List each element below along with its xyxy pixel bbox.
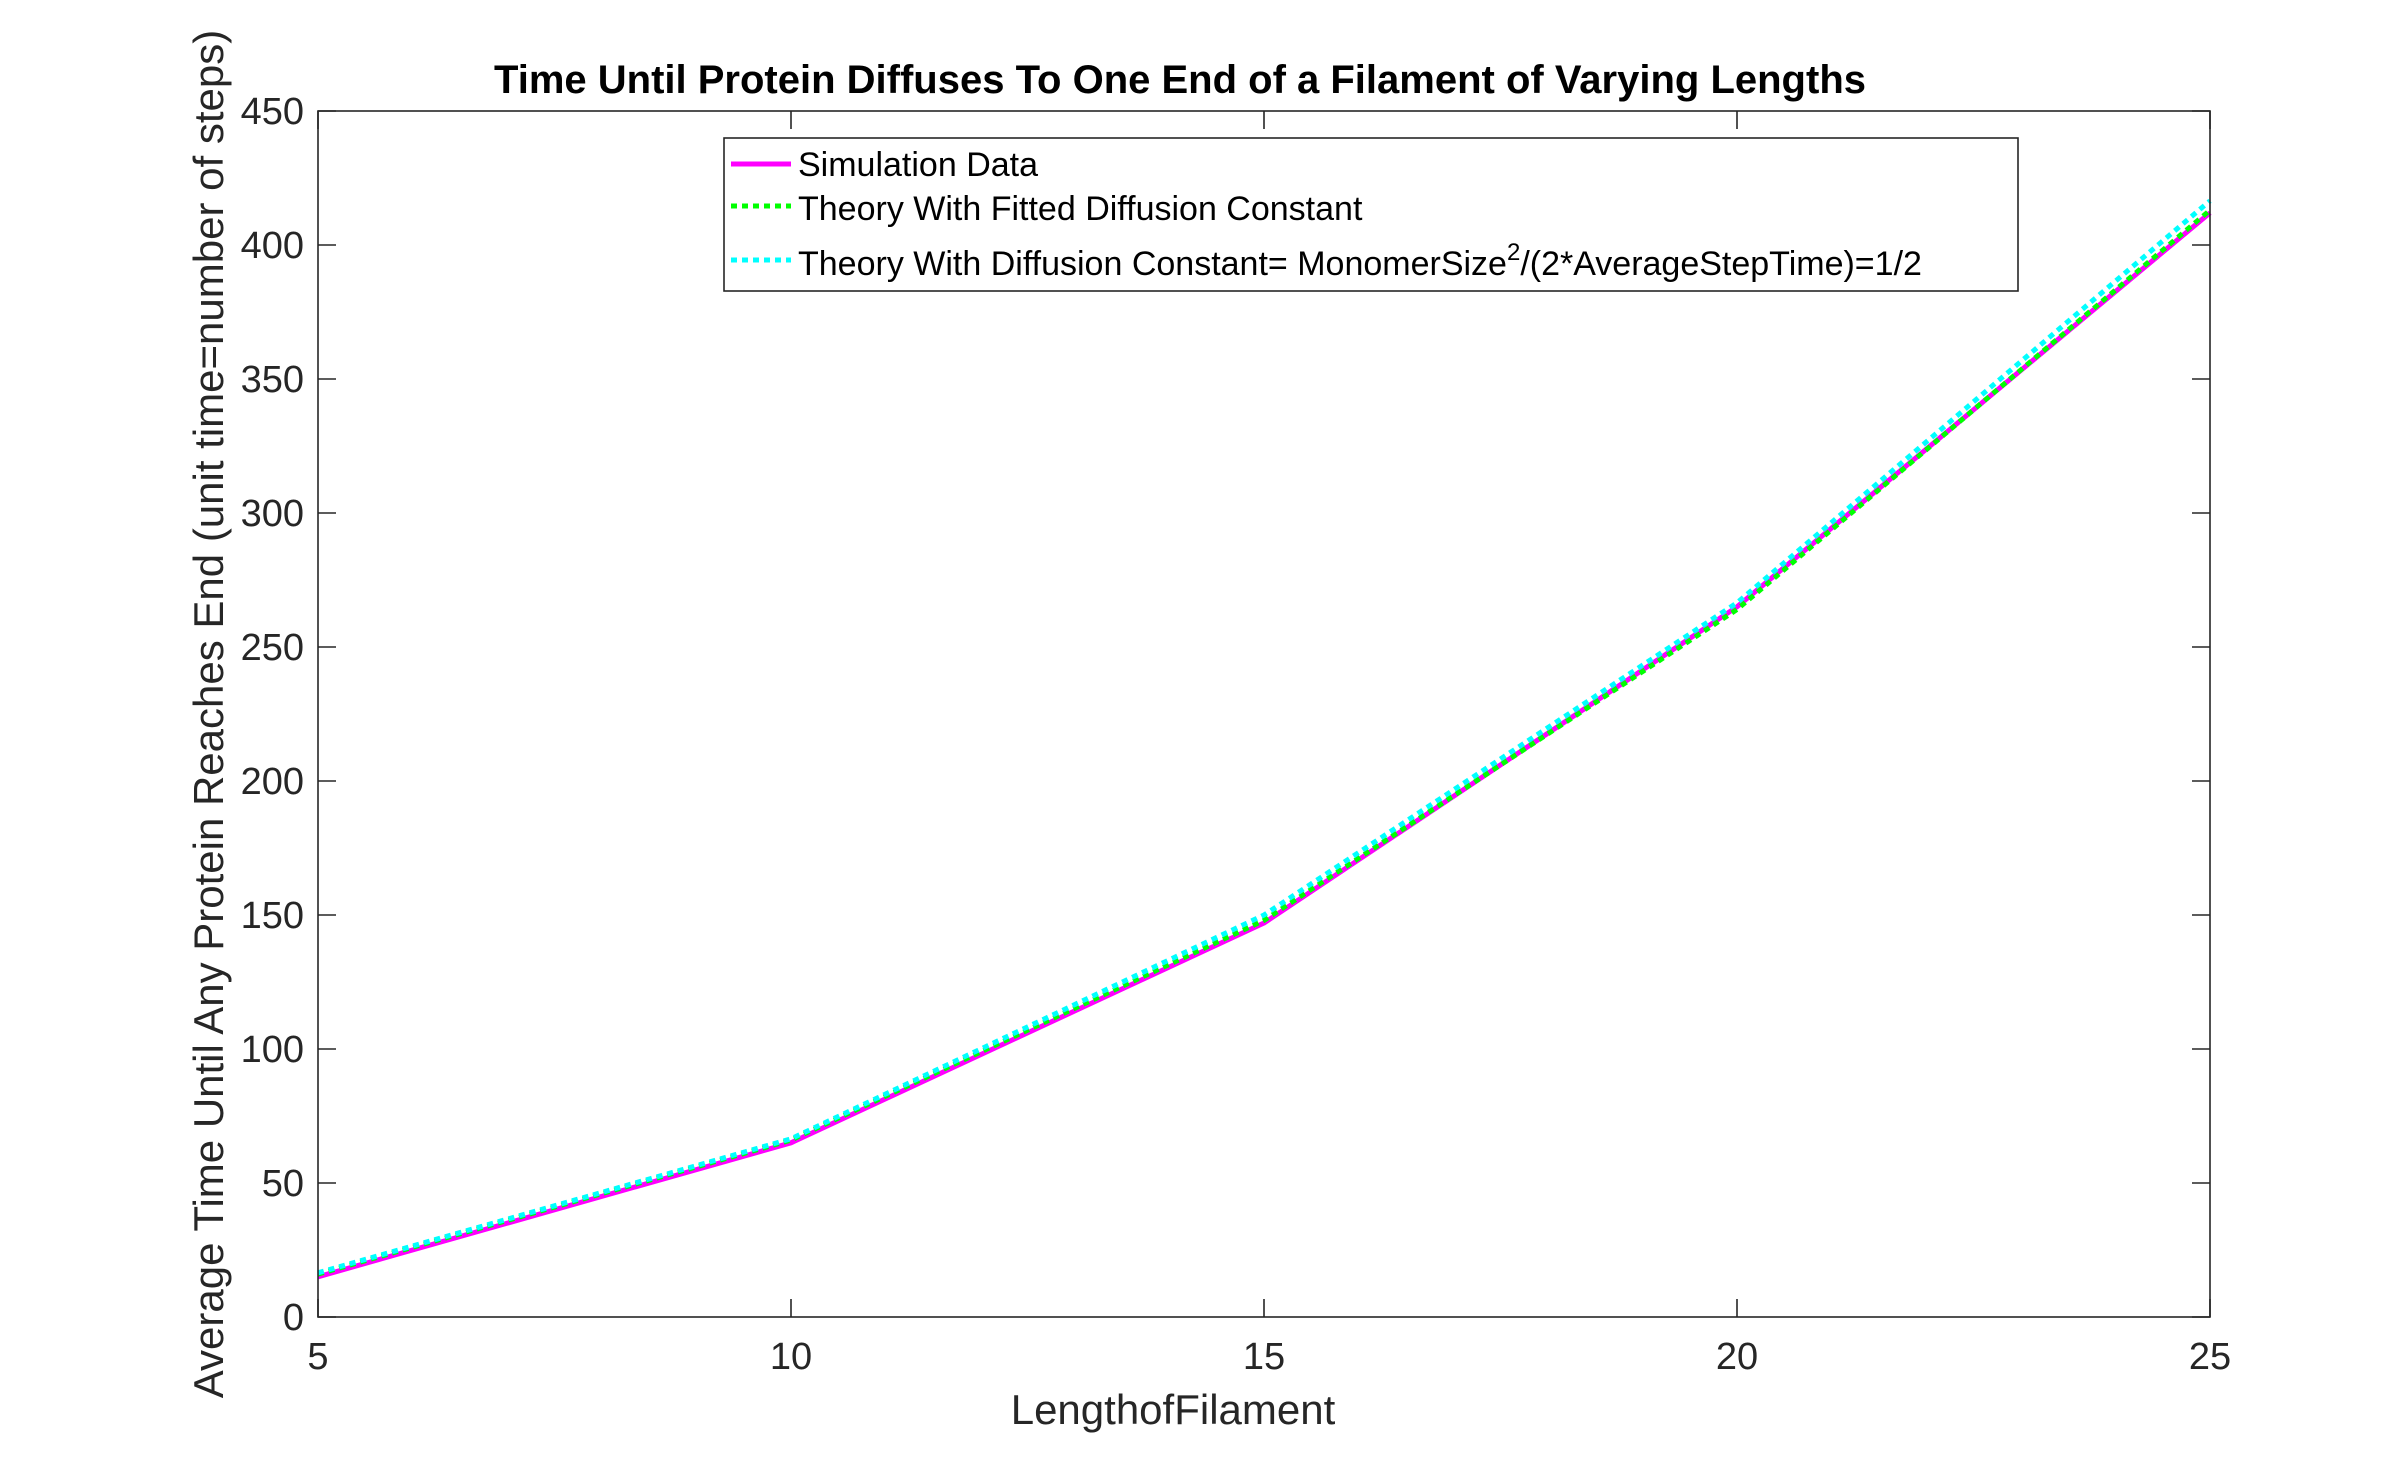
series-line-theory-fitted xyxy=(317,208,2212,1277)
x-tick-label: 20 xyxy=(1716,1336,1758,1378)
x-tick-label: 15 xyxy=(1243,1336,1285,1378)
y-axis-label: Average Time Until Any Protein Reaches E… xyxy=(185,30,232,1398)
y-tick-label: 450 xyxy=(241,91,304,133)
axes-box xyxy=(317,110,2211,1318)
chart-title: Time Until Protein Diffuses To One End o… xyxy=(494,58,1866,102)
x-tick-label: 10 xyxy=(770,1336,812,1378)
legend-label-theory-fitted: Theory With Fitted Diffusion Constant xyxy=(798,190,1363,228)
x-tick-label: 25 xyxy=(2189,1336,2231,1378)
series-line-theory-constant xyxy=(317,198,2212,1276)
y-tick-label: 250 xyxy=(241,627,304,669)
x-tick-label: 5 xyxy=(307,1336,328,1378)
y-tick-labels: 0 50 100 150 200 250 300 350 400 450 xyxy=(241,91,304,1339)
y-tick-label: 150 xyxy=(241,895,304,937)
y-tick-label: 350 xyxy=(241,359,304,401)
x-axis-label: LengthofFilament xyxy=(1011,1386,1336,1433)
x-tick-labels: 5 10 15 20 25 xyxy=(307,1336,2231,1378)
axes-background xyxy=(318,111,2210,1317)
y-tick-label: 400 xyxy=(241,225,304,267)
legend: Simulation Data Theory With Fitted Diffu… xyxy=(723,137,2019,292)
series-layer xyxy=(317,198,2212,1280)
legend-label-simulation-data: Simulation Data xyxy=(798,146,1038,184)
y-tick-label: 200 xyxy=(241,761,304,803)
legend-box xyxy=(723,137,2019,292)
y-tick-label: 300 xyxy=(241,493,304,535)
y-tick-label: 50 xyxy=(262,1163,304,1205)
legend-label-theory-constant: Theory With Diffusion Constant= MonomerS… xyxy=(798,239,1922,283)
y-tick-label: 100 xyxy=(241,1029,304,1071)
y-tick-label: 0 xyxy=(283,1297,304,1339)
